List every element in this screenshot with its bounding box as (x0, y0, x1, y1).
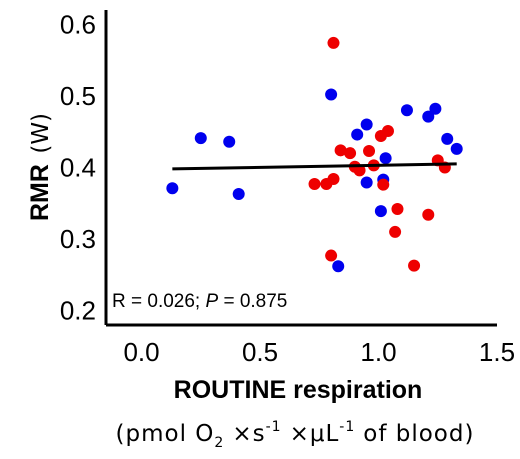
data-point (351, 128, 364, 141)
y-tick-label: 0.2 (60, 296, 96, 326)
units-sup1: -1 (266, 419, 282, 435)
data-point (308, 177, 321, 190)
y-tick-label: 0.6 (60, 9, 96, 39)
y-tick-label: 0.4 (60, 153, 96, 183)
units-times2: ×μL (290, 421, 340, 447)
trendline (172, 162, 457, 171)
data-point (353, 164, 366, 177)
p-value-text: = 0.875 (218, 291, 287, 312)
data-point (194, 132, 207, 145)
units-sup2: -1 (339, 419, 355, 435)
x-axis-title: ROUTINE respiration (174, 376, 423, 404)
data-point (429, 102, 442, 115)
x-tick-label: 1.0 (360, 337, 396, 367)
units-rest: of blood) (363, 421, 474, 447)
data-point (344, 147, 357, 160)
data-point (381, 124, 394, 137)
data-point (325, 88, 338, 101)
data-point (391, 203, 404, 216)
data-point (360, 176, 373, 189)
data-point (332, 260, 345, 273)
data-points (166, 36, 463, 273)
x-tick-label: 0.5 (242, 337, 278, 367)
data-point (327, 172, 340, 185)
y-axis-unit: (W) (28, 113, 54, 154)
units-times1: ×s (232, 421, 265, 447)
data-point (325, 249, 338, 262)
y-axis-label: RMR (26, 164, 54, 221)
data-point (232, 187, 245, 200)
data-point (450, 142, 463, 155)
data-point (441, 132, 454, 145)
y-tick-label: 0.3 (60, 224, 96, 254)
units-open: ( (116, 421, 126, 447)
data-point (327, 36, 340, 49)
x-axis-units: (pmol O2 ×s-1 ×μL-1 of blood) (116, 419, 475, 451)
data-point (377, 178, 390, 191)
data-point (389, 225, 402, 238)
y-tick-label: 0.5 (60, 81, 96, 111)
r-value-text: R = 0.026; (112, 291, 205, 312)
data-point (422, 110, 435, 123)
data-point (166, 182, 179, 195)
stats-annotation: R = 0.026; P = 0.875 (112, 291, 287, 312)
p-letter: P (205, 291, 218, 312)
data-point (400, 104, 413, 117)
x-tick-label: 0.0 (123, 337, 159, 367)
data-point (374, 205, 387, 218)
x-tick-labels: 0.0 0.5 1.0 1.5 (123, 337, 515, 367)
units-base: pmol O (126, 421, 215, 447)
data-point (363, 145, 376, 158)
data-point (408, 259, 421, 272)
y-axis-title: RMR (W) (26, 113, 54, 221)
data-point (334, 144, 347, 157)
x-tick-label: 1.5 (479, 337, 515, 367)
data-point (422, 208, 435, 221)
data-point (360, 118, 373, 131)
data-point (223, 135, 236, 148)
units-sub: 2 (214, 435, 224, 451)
data-point (379, 152, 392, 165)
y-tick-labels: 0.2 0.3 0.4 0.5 0.6 (60, 9, 96, 325)
